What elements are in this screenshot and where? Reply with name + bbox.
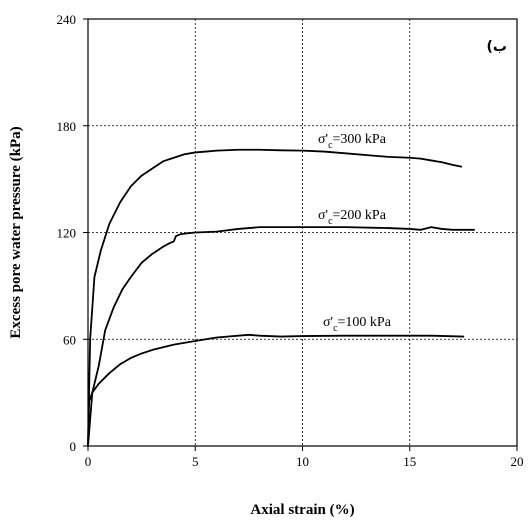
y-tick-label: 0	[70, 439, 77, 454]
panel-label: (ب	[487, 39, 507, 55]
y-axis-label: Excess pore water pressure (kPa)	[8, 126, 24, 338]
series-annotation-0: σ'c=300 kPa	[318, 132, 387, 151]
series-layer	[87, 148, 475, 447]
series-annotation-2: σ'c=100 kPa	[323, 315, 392, 334]
x-tick-label: 15	[403, 454, 416, 469]
y-tick-label: 120	[57, 226, 77, 241]
series-line-1	[87, 226, 475, 447]
series-line-0	[87, 148, 463, 447]
series-annotation-1: σ'c=200 kPa	[318, 208, 387, 227]
tick-layer: 0 5 10 15 20 0 60 120 180 240	[57, 12, 524, 469]
series-line-2	[87, 333, 465, 447]
y-tick-label: 240	[57, 12, 77, 27]
x-axis-label: Axial strain (%)	[250, 502, 354, 518]
x-tick-label: 5	[192, 454, 199, 469]
annotation-layer: σ'c=300 kPa σ'c=200 kPa σ'c=100 kPa	[318, 132, 392, 334]
y-tick-label: 60	[63, 332, 76, 347]
y-tick-label: 180	[57, 119, 77, 134]
x-tick-label: 20	[511, 454, 524, 469]
x-tick-label: 0	[85, 454, 92, 469]
x-tick-label: 10	[296, 454, 309, 469]
grid-layer	[88, 19, 517, 446]
